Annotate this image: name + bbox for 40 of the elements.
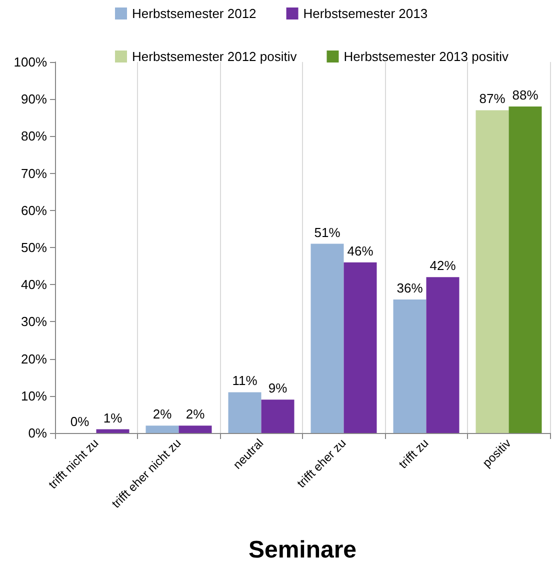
legend-label: Herbstsemester 2013: [303, 6, 428, 21]
data-label: 87%: [479, 91, 506, 106]
data-label: 2%: [186, 406, 206, 422]
bar: [228, 392, 262, 433]
legend-label: Herbstsemester 2012: [132, 6, 256, 21]
y-tick-label: 30%: [20, 314, 48, 330]
data-label: 0%: [70, 414, 90, 429]
bar: [426, 277, 460, 433]
data-label: 42%: [430, 258, 456, 274]
bar: [178, 426, 212, 433]
y-tick-label: 40%: [20, 277, 48, 292]
data-label: 1%: [103, 410, 123, 426]
bar: [393, 299, 426, 433]
bar: [261, 400, 294, 433]
bar: [96, 429, 130, 433]
bar: [508, 106, 542, 433]
y-tick-label: 20%: [20, 351, 48, 366]
legend-label: Herbstsemester 2012 positiv: [132, 49, 298, 64]
y-tick-label: 50%: [20, 240, 48, 255]
y-tick-label: 60%: [20, 202, 48, 218]
y-tick-label: 90%: [20, 92, 48, 107]
bar: [344, 262, 377, 433]
y-tick-label: 70%: [20, 166, 48, 181]
bar: [146, 426, 179, 433]
data-label: 36%: [396, 280, 424, 296]
data-label: 9%: [268, 380, 288, 396]
data-label: 11%: [232, 373, 258, 388]
y-tick-label: 0%: [28, 426, 48, 440]
data-label: 88%: [512, 88, 539, 103]
y-tick-label: 100%: [14, 54, 48, 70]
y-tick-label: 10%: [20, 388, 48, 404]
bar: [310, 244, 344, 433]
data-label: 51%: [314, 224, 341, 240]
legend-label: Herbstsemester 2013 positiv: [344, 49, 509, 64]
y-tick-label: 80%: [20, 128, 48, 144]
x-axis-title: Seminare: [248, 536, 357, 564]
bar: [476, 110, 509, 433]
x-tick-label: trifft zu: [396, 436, 432, 472]
data-label: 2%: [152, 406, 172, 422]
data-label: 46%: [347, 243, 374, 258]
